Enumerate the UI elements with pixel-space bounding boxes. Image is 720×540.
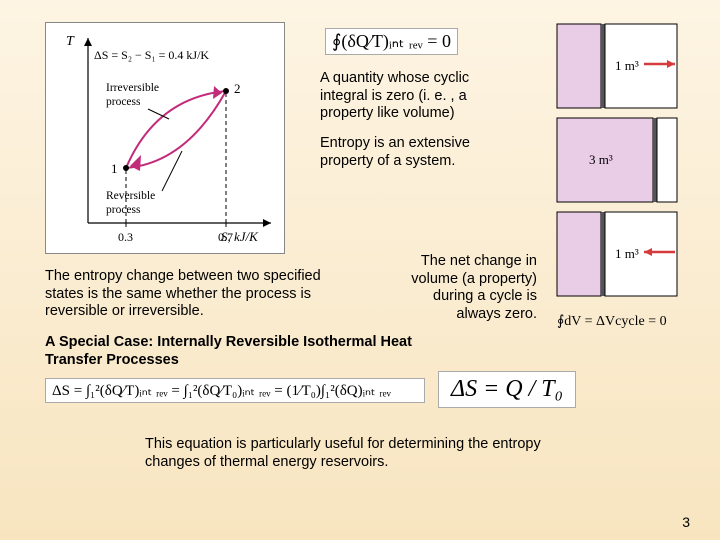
ds-label: ΔS = S₂ − S₁ = 0.4 kJ/K	[94, 48, 209, 62]
eq-cyclic: ∮(δQ⁄T)ᵢₙₜ ᵣₑᵥ = 0	[325, 28, 458, 55]
volume-diagram: 1 m³ 3 m³ 1 m³ ∮dV = ΔVcycle = 0	[553, 20, 698, 350]
slide: T S, kJ/K 0.3 0.7 1 2 ΔS = S₂ − S₁ = 0.4…	[0, 0, 720, 540]
rev-label2: process	[106, 204, 141, 216]
vol2: 1 m³	[615, 246, 639, 261]
irrev-label1: Irreversible	[106, 82, 159, 94]
eq-box-text: ΔS = Q / T₀	[451, 376, 563, 402]
xtick-0: 0.3	[118, 230, 133, 244]
eq-box-main: ΔS = Q / T₀	[438, 371, 576, 408]
text-useful: This equation is particularly useful for…	[145, 436, 575, 471]
vol-eq: ∮dV = ΔVcycle = 0	[557, 314, 667, 329]
irrev-label2: process	[106, 96, 141, 108]
page-number: 3	[682, 514, 690, 530]
eq-long-text: ΔS = ∫₁²(δQ⁄T)ᵢₙₜ ᵣₑᵥ = ∫₁²(δQ⁄T₀)ᵢₙₜ ᵣₑ…	[52, 383, 391, 399]
rev-label1: Reversible	[106, 190, 155, 202]
eq-cyclic-text: ∮(δQ⁄T)ᵢₙₜ ᵣₑᵥ = 0	[332, 31, 451, 51]
text-extensive: Entropy is an extensive property of a sy…	[320, 135, 520, 170]
xtick-1: 0.7	[218, 230, 233, 244]
pt1: 1	[111, 161, 118, 176]
text-netchange: The net change in volume (a property) du…	[402, 253, 537, 324]
y-label: T	[66, 34, 75, 49]
pt2: 2	[234, 81, 241, 96]
ts-graph-svg: T S, kJ/K 0.3 0.7 1 2 ΔS = S₂ − S₁ = 0.4…	[46, 23, 286, 255]
text-quantity: A quantity whose cyclic integral is zero…	[320, 70, 520, 123]
eq-long: ΔS = ∫₁²(δQ⁄T)ᵢₙₜ ᵣₑᵥ = ∫₁²(δQ⁄T₀)ᵢₙₜ ᵣₑ…	[45, 378, 425, 403]
ts-graph: T S, kJ/K 0.3 0.7 1 2 ΔS = S₂ − S₁ = 0.4…	[45, 22, 285, 254]
text-same: The entropy change between two specified…	[45, 268, 350, 321]
heading-special: A Special Case: Internally Reversible Is…	[45, 334, 415, 369]
volmid: 3 m³	[589, 152, 613, 167]
vol1: 1 m³	[615, 58, 639, 73]
volume-svg: 1 m³ 3 m³ 1 m³ ∮dV = ΔVcycle = 0	[553, 20, 698, 350]
